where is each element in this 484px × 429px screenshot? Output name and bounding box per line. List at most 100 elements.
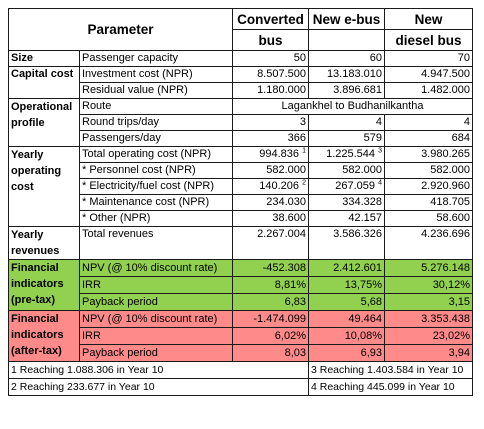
cell-diesel: 23,02% bbox=[384, 327, 473, 345]
cell-converted: 8.507.500 bbox=[232, 66, 309, 83]
table-row: IRR 6,02% 10,08% 23,02% bbox=[9, 327, 473, 345]
row-label: Total operating cost (NPR) bbox=[79, 146, 233, 163]
cell-diesel: 3,94 bbox=[384, 344, 473, 362]
cell-diesel: 70 bbox=[384, 50, 473, 67]
group-operational-line1: Operational bbox=[11, 101, 73, 113]
group-opcost-line1: Yearly bbox=[11, 149, 44, 161]
route-value: Lagankhel to Budhanilkantha bbox=[232, 98, 473, 115]
group-opcost-line3: cost bbox=[11, 181, 34, 193]
footnote-ref: 3 bbox=[378, 147, 382, 155]
row-label: Investment cost (NPR) bbox=[79, 66, 233, 83]
cell-diesel: 58.600 bbox=[384, 210, 473, 227]
table-row: * Other (NPR) 38.600 42.157 58.600 bbox=[9, 210, 473, 227]
footnote-1: 1 Reaching 1.088.306 in Year 10 bbox=[8, 361, 309, 379]
row-label: Passenger capacity bbox=[79, 50, 233, 67]
value: 267.059 bbox=[335, 180, 376, 192]
cell-diesel: 5.276.148 bbox=[384, 259, 473, 277]
footnote-row: 1 Reaching 1.088.306 in Year 10 3 Reachi… bbox=[8, 361, 473, 379]
group-opcost: Yearly operating cost bbox=[8, 146, 80, 227]
header-diesel-line2: diesel bus bbox=[384, 29, 473, 51]
comparison-table: Parameter Converted New e-bus New bus di… bbox=[8, 8, 473, 396]
table-row: Size Passenger capacity 50 60 70 bbox=[8, 50, 473, 67]
table-row: Round trips/day 3 4 4 bbox=[9, 114, 473, 131]
group-aftertax-line1: Financial bbox=[11, 313, 59, 325]
footnote-ref: 1 bbox=[302, 147, 306, 155]
row-label: * Maintenance cost (NPR) bbox=[79, 194, 233, 211]
header-ebus-blank bbox=[308, 29, 385, 51]
footnote-row: 2 Reaching 233.677 in Year 10 4 Reaching… bbox=[8, 378, 473, 396]
cell-diesel: 582.000 bbox=[384, 162, 473, 179]
cell-ebus: 582.000 bbox=[308, 162, 385, 179]
cell-converted: -1.474.099 bbox=[232, 310, 309, 328]
cell-diesel: 3.980.265 bbox=[384, 146, 473, 163]
group-pretax-line1: Financial bbox=[11, 262, 59, 274]
cell-diesel: 3.353.438 bbox=[384, 310, 473, 328]
footnote-ref: 2 bbox=[302, 179, 306, 187]
cell-ebus: 2.412.601 bbox=[308, 259, 385, 277]
group-aftertax: Financial indicators (after-tax) bbox=[8, 310, 80, 362]
table-row: Yearly revenues Total revenues 2.267.004… bbox=[8, 226, 473, 260]
cell-converted: 234.030 bbox=[232, 194, 309, 211]
table-row: Passengers/day 366 579 684 bbox=[9, 130, 473, 147]
cell-converted: 6,83 bbox=[232, 293, 309, 311]
table-row: Residual value (NPR) 1.180.000 3.896.681… bbox=[9, 82, 473, 99]
table-row: Financial indicators (after-tax) NPV (@ … bbox=[8, 310, 473, 362]
cell-ebus: 13,75% bbox=[308, 276, 385, 294]
table-row: Yearly operating cost Total operating co… bbox=[8, 146, 473, 227]
group-aftertax-line2: indicators bbox=[11, 329, 64, 341]
cell-diesel: 684 bbox=[384, 130, 473, 147]
value: 1.225.544 bbox=[326, 148, 376, 160]
group-operational: Operational profile bbox=[8, 98, 80, 147]
row-label: * Electricity/fuel cost (NPR) bbox=[79, 178, 233, 195]
cell-diesel: 418.705 bbox=[384, 194, 473, 211]
group-pretax: Financial indicators (pre-tax) bbox=[8, 259, 80, 311]
row-label: NPV (@ 10% discount rate) bbox=[79, 310, 233, 328]
cell-diesel: 2.920.960 bbox=[384, 178, 473, 195]
cell-converted: 38.600 bbox=[232, 210, 309, 227]
row-label: Payback period bbox=[79, 293, 233, 311]
cell-converted: 8,03 bbox=[232, 344, 309, 362]
cell-ebus: 1.225.544 3 bbox=[308, 146, 385, 163]
row-label: IRR bbox=[79, 276, 233, 294]
group-pretax-line2: indicators bbox=[11, 278, 64, 290]
group-capital: Capital cost bbox=[8, 66, 80, 99]
cell-converted: 1.180.000 bbox=[232, 82, 309, 99]
cell-converted: 994.836 1 bbox=[232, 146, 309, 163]
value: 994.836 bbox=[259, 148, 300, 160]
cell-ebus: 10,08% bbox=[308, 327, 385, 345]
cell-diesel: 30,12% bbox=[384, 276, 473, 294]
footnote-ref: 4 bbox=[378, 179, 382, 187]
value: 140.206 bbox=[259, 180, 300, 192]
footnote-4: 4 Reaching 445.099 in Year 10 bbox=[308, 378, 473, 396]
row-label: NPV (@ 10% discount rate) bbox=[79, 259, 233, 277]
row-label: Passengers/day bbox=[79, 130, 233, 147]
row-label: Route bbox=[79, 98, 233, 115]
header-row: Parameter Converted New e-bus New bbox=[8, 8, 473, 51]
cell-ebus: 13.183.010 bbox=[308, 66, 385, 83]
cell-converted: 582.000 bbox=[232, 162, 309, 179]
cell-ebus: 3.896.681 bbox=[308, 82, 385, 99]
cell-ebus: 579 bbox=[308, 130, 385, 147]
table-row: Operational profile Route Lagankhel to B… bbox=[8, 98, 473, 147]
footnote-3: 3 Reaching 1.403.584 in Year 10 bbox=[308, 361, 473, 379]
row-label: * Other (NPR) bbox=[79, 210, 233, 227]
row-label: Round trips/day bbox=[79, 114, 233, 131]
header-converted-line1: Converted bbox=[232, 8, 309, 30]
cell-ebus: 4 bbox=[308, 114, 385, 131]
header-converted-line2: bus bbox=[232, 29, 309, 51]
cell-converted: 366 bbox=[232, 130, 309, 147]
footnote-2: 2 Reaching 233.677 in Year 10 bbox=[8, 378, 309, 396]
group-operational-line2: profile bbox=[11, 117, 45, 129]
row-label: * Personnel cost (NPR) bbox=[79, 162, 233, 179]
group-opcost-line2: operating bbox=[11, 165, 62, 177]
cell-diesel: 3,15 bbox=[384, 293, 473, 311]
table-wrapper: Parameter Converted New e-bus New bus di… bbox=[8, 8, 473, 396]
group-size: Size bbox=[8, 50, 80, 67]
cell-converted: 8,81% bbox=[232, 276, 309, 294]
cell-ebus: 5,68 bbox=[308, 293, 385, 311]
group-revenue-line2: revenues bbox=[11, 245, 60, 257]
row-label: IRR bbox=[79, 327, 233, 345]
table-row: Payback period 6,83 5,68 3,15 bbox=[9, 293, 473, 311]
cell-diesel: 4.947.500 bbox=[384, 66, 473, 83]
cell-ebus: 6,93 bbox=[308, 344, 385, 362]
